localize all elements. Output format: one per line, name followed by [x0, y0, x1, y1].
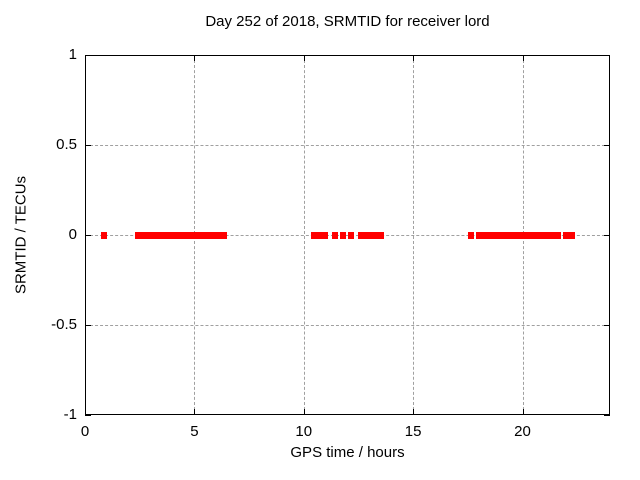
x-tick-label: 5: [190, 423, 199, 440]
y-tick-left: [85, 325, 91, 326]
plot-border: [85, 55, 610, 415]
y-gridline: [85, 325, 610, 326]
x-tick-top: [522, 55, 524, 61]
y-tick-label: 0.5: [56, 136, 77, 153]
y-gridline: [85, 235, 610, 236]
x-tick-label: 10: [295, 423, 313, 440]
data-segment: [331, 231, 338, 239]
data-segment: [347, 231, 354, 239]
x-tick-bottom: [303, 409, 305, 415]
x-tick-bottom: [413, 409, 415, 415]
y-tick-right: [604, 145, 610, 146]
y-tick-label: -0.5: [51, 316, 77, 333]
y-tick-right: [604, 325, 610, 326]
x-tick-top: [303, 55, 305, 61]
data-segment: [358, 231, 385, 239]
y-tick-left: [85, 145, 91, 146]
y-tick-right: [604, 415, 610, 416]
y-tick-right: [604, 235, 610, 236]
x-tick-label: 0: [80, 423, 90, 440]
y-tick-label: 0: [68, 226, 77, 243]
x-tick-bottom: [194, 409, 196, 415]
x-tick-label: 15: [404, 423, 422, 440]
data-segment: [310, 231, 317, 239]
y-tick-left: [85, 235, 91, 236]
x-tick-bottom: [522, 409, 524, 415]
chart-title: Day 252 of 2018, SRMTID for receiver lor…: [205, 13, 490, 30]
data-segment: [101, 231, 108, 239]
y-tick-left: [85, 415, 91, 416]
x-axis-label: GPS time / hours: [290, 444, 405, 461]
data-segment: [316, 231, 329, 239]
data-segment: [563, 231, 575, 239]
x-tick-top: [194, 55, 196, 61]
data-segment: [468, 231, 475, 239]
y-tick-label: 1: [68, 46, 77, 63]
y-tick-label: -1: [63, 406, 77, 423]
x-tick-top: [413, 55, 415, 61]
data-segment: [135, 231, 228, 239]
data-segment: [340, 231, 347, 239]
data-segment: [475, 231, 561, 239]
x-tick-label: 20: [514, 423, 531, 440]
y-gridline: [85, 145, 610, 146]
